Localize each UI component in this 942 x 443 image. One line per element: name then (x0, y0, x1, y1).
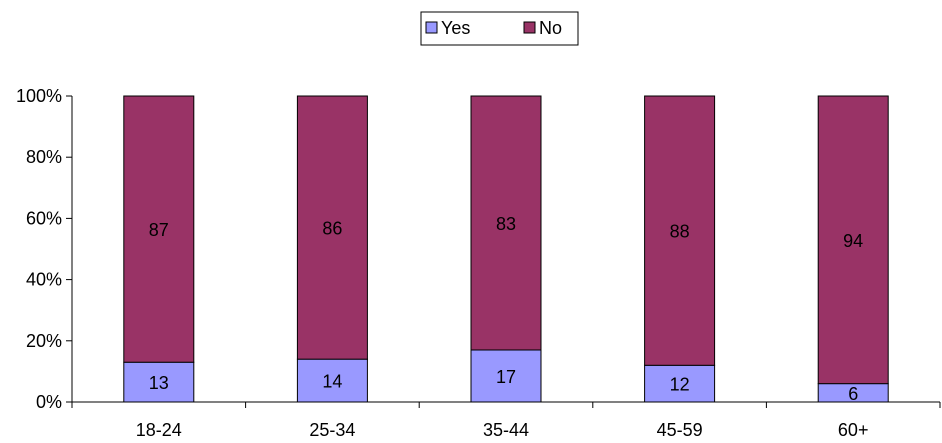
x-tick-label: 45-59 (657, 420, 703, 440)
x-tick-label: 60+ (838, 420, 869, 440)
data-label: 12 (670, 375, 690, 395)
bar-yes-18-24 (123, 361, 195, 403)
y-tick-label: 40% (26, 270, 62, 290)
data-label: 14 (322, 372, 342, 392)
y-tick-label: 100% (16, 86, 62, 106)
legend-label-no: No (539, 18, 562, 38)
data-label: 13 (149, 373, 169, 393)
bar-no-60+ (817, 95, 889, 385)
legend: Yes No (420, 11, 579, 46)
bar-no-45-59 (644, 95, 716, 366)
data-label: 6 (848, 384, 858, 404)
bar-no-25-34 (296, 95, 368, 360)
legend-swatch-no (523, 21, 536, 34)
data-labels: 13 87 14 86 17 83 12 88 6 94 (149, 214, 863, 404)
data-label: 88 (670, 222, 690, 242)
x-tick-label: 25-34 (309, 420, 355, 440)
bar-yes-25-34 (296, 358, 368, 403)
x-axis: 18-24 25-34 35-44 45-59 60+ (71, 401, 941, 440)
bar-yes-35-44 (470, 349, 542, 403)
data-label: 87 (149, 220, 169, 240)
legend-label-yes: Yes (441, 18, 470, 38)
data-label: 86 (322, 219, 342, 239)
data-label: 17 (496, 367, 516, 387)
x-tick-label: 35-44 (483, 420, 529, 440)
y-tick-label: 80% (26, 147, 62, 167)
legend-box (420, 11, 579, 46)
bar-no-35-44 (470, 95, 542, 351)
y-tick-label: 60% (26, 208, 62, 228)
data-label: 83 (496, 214, 516, 234)
y-tick-label: 20% (26, 331, 62, 351)
legend-swatch-yes (425, 21, 438, 34)
bar-yes-45-59 (644, 364, 716, 403)
x-tick-label: 18-24 (136, 420, 182, 440)
bar-no-18-24 (123, 95, 195, 363)
y-tick-label: 0% (36, 392, 62, 412)
data-label: 94 (843, 231, 863, 251)
y-axis: 0% 20% 40% 60% 80% 100% (16, 86, 73, 412)
bars (123, 95, 889, 403)
